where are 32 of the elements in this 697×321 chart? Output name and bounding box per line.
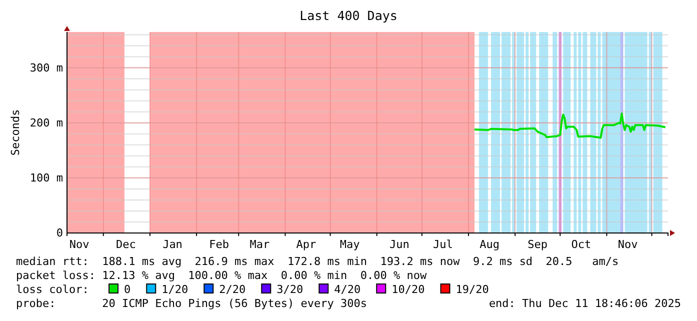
x-tick-label: Nov	[618, 238, 638, 251]
text: end: Thu Dec 11 18:46:06 2025	[488, 297, 681, 310]
x-tick-label: May	[340, 238, 360, 251]
x-tick-label: Jun	[389, 238, 410, 251]
x-tick-label: Jan	[162, 238, 182, 251]
x-tick-label: Jul	[433, 238, 453, 251]
text: probe: 20 ICMP Echo Pings (56 Bytes) every 300s	[16, 297, 367, 310]
y-axis-title: Seconds	[9, 109, 22, 156]
line-series	[474, 112, 666, 139]
x-tick-label: Sep	[528, 238, 548, 251]
y-tick-label: 0	[56, 226, 63, 240]
text: median rtt: 188.1 ms avg 216.9 ms max 172.8 ms min 193.2 ms now 9.2 ms sd 20.5 am/s	[16, 255, 619, 268]
y-tick-label: 300 m	[30, 61, 64, 74]
legend-label: 19/20	[456, 283, 489, 296]
y-tick-label: 200 m	[30, 116, 64, 130]
y-tick-label: 100 m	[30, 171, 64, 184]
legend-label: 1/20	[162, 283, 188, 296]
legend-label: 10/20	[392, 283, 425, 296]
x-tick-label: Mar	[250, 238, 270, 251]
text: loss color:	[16, 283, 89, 296]
legend-label: 4/20	[334, 283, 361, 296]
legend-label: 2/20	[219, 283, 246, 296]
x-tick-label: Nov	[69, 238, 90, 251]
x-tick-label: Dec	[116, 238, 136, 251]
chart-title: Last 400 Days	[300, 8, 398, 23]
legend-label: 0	[124, 283, 131, 296]
x-tick-label: Feb	[209, 238, 230, 251]
x-tick-label: Apr	[296, 238, 317, 251]
x-tick-label: Oct	[571, 238, 592, 251]
x-tick-label: Aug	[480, 238, 500, 251]
text: packet loss: 12.13 % avg 100.00 % max 0.00 % min 0.00 % now	[16, 269, 427, 282]
legend-label: 3/20	[276, 283, 304, 296]
